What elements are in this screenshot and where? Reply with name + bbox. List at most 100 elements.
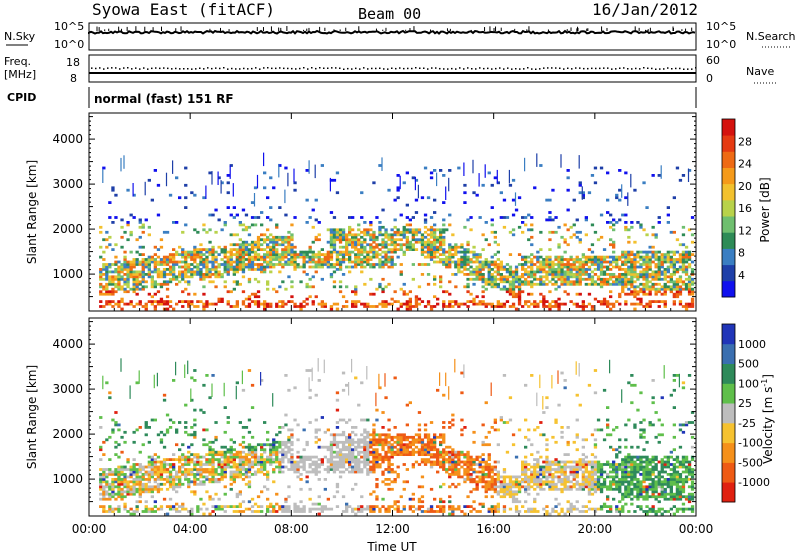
range-time-cell (599, 268, 604, 271)
range-time-cell (296, 438, 300, 442)
range-time-cell (147, 292, 151, 296)
range-time-cell (545, 198, 549, 202)
range-time-cell (554, 280, 558, 284)
range-time-cell (381, 458, 385, 461)
range-time-cell (117, 480, 121, 484)
range-time-cell (612, 280, 616, 284)
range-time-cell (369, 292, 373, 296)
range-time-cell (521, 290, 525, 294)
range-time-cell (375, 485, 379, 489)
range-time-cell (575, 268, 579, 271)
range-time-cell (517, 196, 522, 200)
range-time-cell (490, 302, 494, 306)
range-time-cell (153, 460, 157, 464)
range-time-cell (247, 225, 252, 229)
range-time-cell (165, 430, 170, 434)
range-time-cell (341, 443, 346, 447)
range-time-cell (584, 277, 588, 281)
range-time-cell (256, 458, 261, 461)
range-time-cell (332, 235, 337, 239)
range-time-cell (211, 248, 215, 251)
freq-point (603, 67, 605, 69)
range-time-cell (672, 302, 676, 306)
range-time-cell (469, 270, 473, 274)
range-time-cell (341, 230, 346, 234)
range-time-cell (253, 253, 258, 256)
range-time-cell (690, 297, 695, 301)
range-time-cell (341, 295, 346, 299)
range-time-cell (648, 260, 652, 264)
range-time-cell (636, 255, 640, 259)
range-time-cell (284, 189, 286, 204)
range-time-cell (168, 253, 173, 256)
range-time-cell (147, 268, 151, 271)
range-time-cell (363, 445, 367, 449)
range-time-cell (393, 445, 397, 449)
range-time-cell (144, 263, 148, 266)
range-time-cell (539, 292, 543, 296)
range-time-cell (111, 305, 115, 308)
range-time-cell (144, 302, 148, 306)
range-time-cell (108, 468, 112, 471)
range-time-cell (411, 435, 415, 439)
range-time-cell (627, 235, 631, 239)
range-time-cell (126, 221, 130, 224)
range-time-cell (678, 178, 683, 182)
range-time-cell (211, 253, 215, 256)
freq-point (515, 68, 517, 70)
range-time-cell (102, 473, 106, 476)
range-time-cell (232, 253, 236, 256)
range-time-cell (396, 188, 400, 192)
range-time-cell (193, 480, 197, 484)
range-time-cell (335, 302, 340, 306)
range-time-cell (599, 282, 604, 286)
range-time-cell (123, 473, 127, 476)
range-time-cell (466, 248, 470, 251)
range-time-cell (417, 285, 422, 289)
range-time-cell (351, 233, 355, 237)
range-time-cell (439, 460, 443, 464)
range-time-cell (217, 458, 221, 461)
range-time-cell (645, 260, 649, 264)
range-time-cell (627, 270, 631, 274)
range-time-cell (159, 438, 164, 442)
range-time-cell (399, 238, 403, 242)
range-time-cell (366, 302, 370, 306)
range-time-cell (466, 305, 470, 308)
range-time-cell (639, 255, 643, 259)
range-time-cell (126, 273, 130, 276)
range-time-cell (636, 297, 640, 301)
range-time-cell (433, 243, 437, 247)
range-time-cell (396, 228, 400, 232)
range-time-cell (648, 255, 652, 259)
range-time-cell (105, 438, 109, 442)
range-time-cell (205, 273, 209, 276)
range-time-cell (363, 438, 367, 442)
range-time-cell (229, 487, 233, 491)
range-time-cell (144, 433, 148, 437)
range-time-cell (405, 403, 409, 407)
range-time-cell (554, 305, 558, 308)
range-time-cell (384, 435, 388, 439)
range-time-cell (108, 470, 112, 474)
range-time-cell (341, 371, 346, 375)
range-time-cell (457, 268, 461, 271)
range-time-cell (275, 240, 279, 244)
range-time-cell (426, 507, 431, 511)
range-time-cell (360, 438, 364, 442)
range-time-cell (457, 302, 461, 306)
range-time-cell (393, 376, 397, 380)
range-time-cell (223, 450, 227, 454)
range-time-cell (433, 443, 437, 447)
range-time-cell (281, 453, 285, 456)
range-time-cell (208, 512, 212, 516)
range-time-cell (527, 265, 531, 269)
range-time-cell (141, 465, 145, 469)
range-time-cell (168, 463, 173, 466)
range-time-cell (250, 255, 255, 259)
range-time-cell (223, 475, 227, 479)
range-time-cell (156, 485, 161, 489)
range-time-cell (372, 248, 376, 251)
range-time-cell (141, 510, 145, 513)
range-time-cell (266, 443, 270, 447)
